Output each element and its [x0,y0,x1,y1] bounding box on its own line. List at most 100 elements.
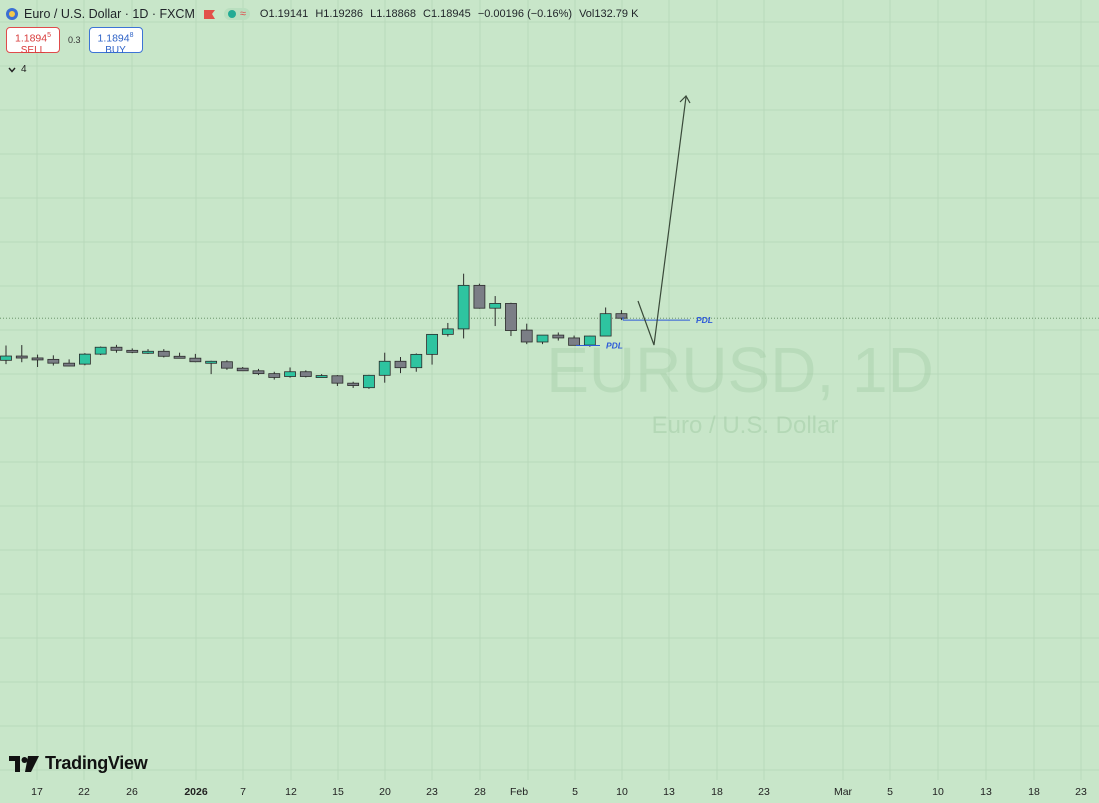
x-tick-label: Feb [510,786,528,798]
candle-body [299,371,312,377]
x-tick-label: 5 [887,786,893,798]
candle [94,346,107,356]
candle [394,356,407,374]
sell-price: 1.1894 [14,32,48,45]
candle [299,370,312,378]
candle [536,334,549,345]
candle-body [142,350,154,354]
candle [315,374,328,378]
candle-body [568,337,580,346]
x-tick-label: 12 [285,786,297,798]
x-tick-label: 20 [379,786,391,798]
candle-body [363,374,375,389]
buy-button[interactable]: 1.18948 BUY [88,27,143,56]
x-tick-label: 17 [31,786,43,798]
symbol-icon[interactable] [6,8,18,20]
candle [426,333,438,365]
candle-body [15,355,28,359]
watermark-description: Euro / U.S. Dollar [652,412,839,439]
candle [0,345,12,365]
candle-body [157,350,170,357]
sell-price-pip: 5 [47,32,52,39]
market-status[interactable]: ≈ [223,8,250,20]
x-tick-label: 13 [663,786,675,798]
candle-body [599,313,612,337]
pdl-label: PDL [696,315,713,325]
candle [489,296,502,327]
annotations[interactable]: PDL PDL [576,315,713,351]
watermark-symbol: EURUSD, 1D [546,334,934,406]
candle [63,359,76,367]
flag-icon [203,9,216,20]
candle [552,332,565,341]
indicators-count: 4 [21,64,27,75]
candle-body [552,334,565,339]
x-tick-label: 10 [616,786,628,798]
candle [410,353,423,372]
candle-body [331,375,344,384]
candle-body [79,353,91,365]
ohlc-values: O1.19141 H1.19286 L1.18868 C1.18945 −0.0… [260,8,643,20]
high-value: H1.19286 [315,8,364,20]
indicators-toggle[interactable]: 4 [8,64,27,75]
candle-body [189,357,202,363]
candle-body [268,373,281,378]
candle [142,349,154,354]
candle-body [221,361,233,369]
x-tick-label: 23 [1075,786,1087,798]
candle-body [0,355,12,361]
candle-body [236,367,249,372]
candle-body [315,375,328,378]
candle-body [441,328,454,335]
candle [31,354,44,367]
x-tick-label: 15 [332,786,344,798]
candle-body [520,329,533,343]
candle-body [583,335,596,346]
candle [473,283,486,309]
candle [331,375,344,387]
candle-body [473,284,486,309]
x-tick-label: 13 [980,786,992,798]
pdl-label: PDL [606,341,623,351]
projection-arrow[interactable] [637,95,691,346]
candles [0,273,628,389]
x-tick-label: 5 [572,786,578,798]
grid [0,0,1099,780]
spread-value: 0.3 [68,35,81,45]
candle-body [457,284,470,330]
candle [205,360,218,375]
tradingview-logo[interactable]: TradingView [9,753,148,774]
change-value: −0.00196 (−0.16%) [477,8,573,20]
x-tick-label: Mar [834,786,853,798]
x-tick-label: 2026 [184,786,208,798]
projection-path[interactable] [637,96,687,346]
candle [157,349,170,358]
x-tick-label: 7 [240,786,246,798]
buy-price: 1.1894 [97,32,130,45]
close-value: C1.18945 [423,8,471,20]
symbol-title[interactable]: Euro / U.S. Dollar · 1D · FXCM [24,7,195,21]
volume-value: Vol132.79 K [579,8,639,20]
x-tick-label: 18 [1028,786,1040,798]
candle [268,371,281,380]
candle [520,323,533,345]
x-tick-label: 18 [711,786,723,798]
x-tick-label: 28 [474,786,486,798]
x-axis[interactable]: 17 22 26 2026 7 12 15 20 23 28 Feb 5 10 13 18 23 Mar 5 10 1… [31,786,1087,798]
candle-body [47,358,60,364]
candle-body [284,371,296,377]
buy-label: BUY [105,44,126,56]
candle [615,310,628,321]
x-tick-label: 10 [932,786,944,798]
arrow-head-icon [679,95,691,104]
sell-button[interactable]: 1.18945 SELL [6,27,60,56]
candle [236,366,249,372]
candle [568,335,580,346]
candle-body [378,360,391,376]
chevron-down-icon [8,67,16,73]
candle-body [505,303,517,331]
candle-body [426,333,438,355]
market-open-dot-icon [227,10,236,18]
